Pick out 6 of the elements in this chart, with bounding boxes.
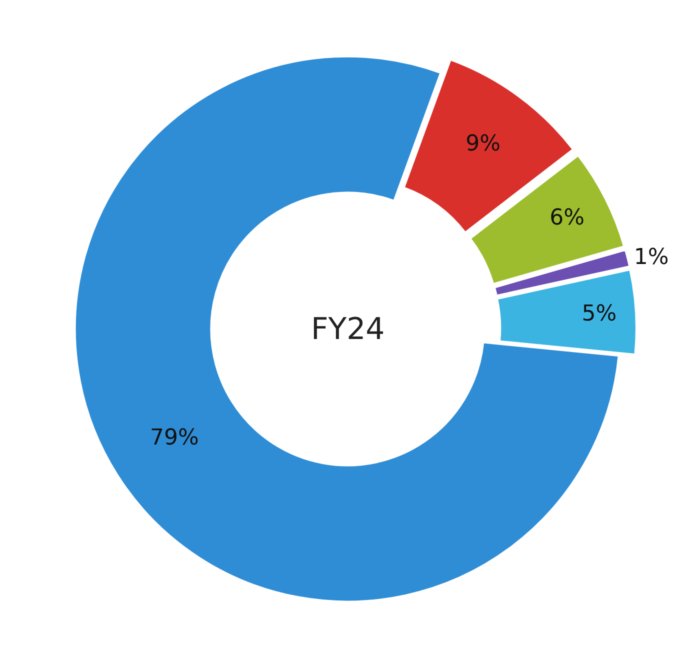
data-label: 6% (550, 206, 585, 231)
data-label: 5% (582, 302, 617, 327)
text: FY24 (311, 312, 385, 347)
data-label: 79% (150, 425, 199, 450)
data-label: 1% (634, 244, 669, 270)
data-label: 9% (466, 131, 501, 156)
